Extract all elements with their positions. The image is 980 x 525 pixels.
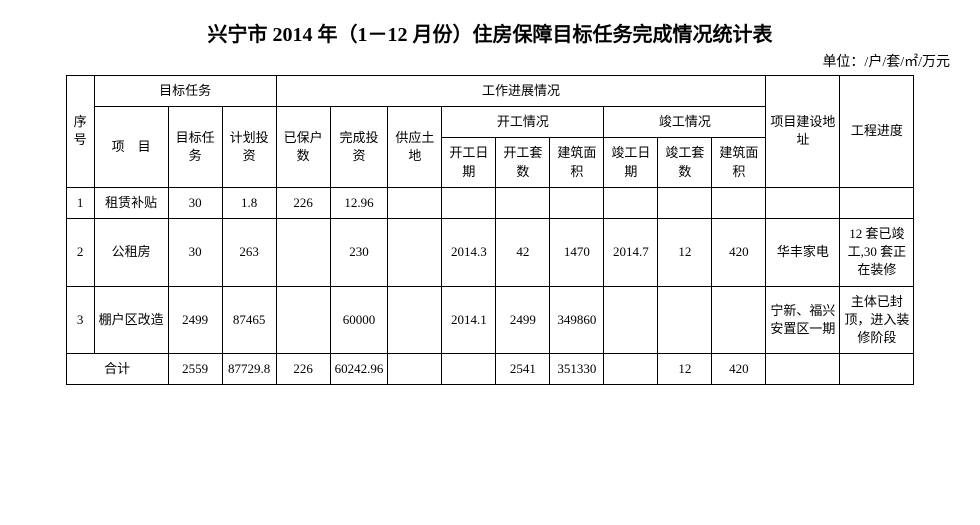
cell-project: 公租房 [94, 218, 168, 286]
cell-progress: 主体已封顶，进入装修阶段 [840, 286, 914, 354]
cell: 60242.96 [330, 354, 388, 385]
cell: 351330 [550, 354, 604, 385]
total-row: 合计 2559 87729.8 226 60242.96 2541 351330… [66, 354, 914, 385]
cell: 420 [712, 218, 766, 286]
cell [442, 187, 496, 218]
cell: 60000 [330, 286, 388, 354]
table-row: 1 租赁补贴 30 1.8 226 12.96 [66, 187, 914, 218]
cell [550, 187, 604, 218]
cell-project: 租赁补贴 [94, 187, 168, 218]
cell: 226 [276, 354, 330, 385]
th-start-date: 开工日期 [442, 138, 496, 187]
cell: 1.8 [222, 187, 276, 218]
table-row: 2 公租房 30 263 230 2014.3 42 1470 2014.7 1… [66, 218, 914, 286]
th-seq: 序号 [66, 76, 94, 188]
unit-label: 单位：/户/套/㎡/万元 [10, 51, 950, 71]
table-row: 3 棚户区改造 2499 87465 60000 2014.1 2499 349… [66, 286, 914, 354]
th-start-count: 开工套数 [496, 138, 550, 187]
cell: 12.96 [330, 187, 388, 218]
cell [712, 286, 766, 354]
th-start-group: 开工情况 [442, 107, 604, 138]
cell: 30 [168, 187, 222, 218]
cell [658, 286, 712, 354]
cell [442, 354, 496, 385]
stats-table: 序号 目标任务 工作进展情况 项目建设地址 工程进度 项 目 目标任务 计划投资… [66, 75, 915, 385]
cell-seq: 1 [66, 187, 94, 218]
th-finish-date: 竣工日期 [604, 138, 658, 187]
cell: 1470 [550, 218, 604, 286]
cell: 230 [330, 218, 388, 286]
cell-progress [840, 354, 914, 385]
cell: 12 [658, 218, 712, 286]
page-title: 兴宁市 2014 年（1－12 月份）住房保障目标任务完成情况统计表 [10, 18, 970, 47]
header-row-1: 序号 目标任务 工作进展情况 项目建设地址 工程进度 [66, 76, 914, 107]
cell [276, 218, 330, 286]
cell-seq: 2 [66, 218, 94, 286]
cell: 2499 [496, 286, 550, 354]
th-progress-group: 工作进展情况 [276, 76, 766, 107]
th-addr: 项目建设地址 [766, 76, 840, 188]
th-target-group: 目标任务 [94, 76, 276, 107]
cell: 2559 [168, 354, 222, 385]
cell: 2014.3 [442, 218, 496, 286]
cell [604, 187, 658, 218]
cell: 42 [496, 218, 550, 286]
cell: 2541 [496, 354, 550, 385]
cell: 2499 [168, 286, 222, 354]
cell: 349860 [550, 286, 604, 354]
cell: 263 [222, 218, 276, 286]
cell [388, 218, 442, 286]
th-progress-col: 工程进度 [840, 76, 914, 188]
th-finish-group: 竣工情况 [604, 107, 766, 138]
cell: 2014.7 [604, 218, 658, 286]
cell-addr [766, 354, 840, 385]
cell [388, 187, 442, 218]
cell [388, 354, 442, 385]
th-finish-count: 竣工套数 [658, 138, 712, 187]
cell: 30 [168, 218, 222, 286]
cell [712, 187, 766, 218]
cell-seq: 3 [66, 286, 94, 354]
cell-project: 棚户区改造 [94, 286, 168, 354]
th-completed-invest: 完成投资 [330, 107, 388, 188]
th-insured: 已保户数 [276, 107, 330, 188]
cell-progress: 12 套已竣工,30 套正在装修 [840, 218, 914, 286]
cell: 2014.1 [442, 286, 496, 354]
cell [276, 286, 330, 354]
cell [658, 187, 712, 218]
th-project: 项 目 [94, 107, 168, 188]
cell-progress [840, 187, 914, 218]
th-land: 供应土地 [388, 107, 442, 188]
cell [388, 286, 442, 354]
th-target-count: 目标任务 [168, 107, 222, 188]
cell [496, 187, 550, 218]
cell: 87729.8 [222, 354, 276, 385]
th-finish-area: 建筑面积 [712, 138, 766, 187]
cell-addr [766, 187, 840, 218]
cell [604, 354, 658, 385]
cell: 87465 [222, 286, 276, 354]
cell: 12 [658, 354, 712, 385]
cell: 420 [712, 354, 766, 385]
cell-addr: 宁新、福兴安置区一期 [766, 286, 840, 354]
cell-total-label: 合计 [66, 354, 168, 385]
th-start-area: 建筑面积 [550, 138, 604, 187]
cell-addr: 华丰家电 [766, 218, 840, 286]
cell: 226 [276, 187, 330, 218]
cell [604, 286, 658, 354]
th-plan-invest: 计划投资 [222, 107, 276, 188]
